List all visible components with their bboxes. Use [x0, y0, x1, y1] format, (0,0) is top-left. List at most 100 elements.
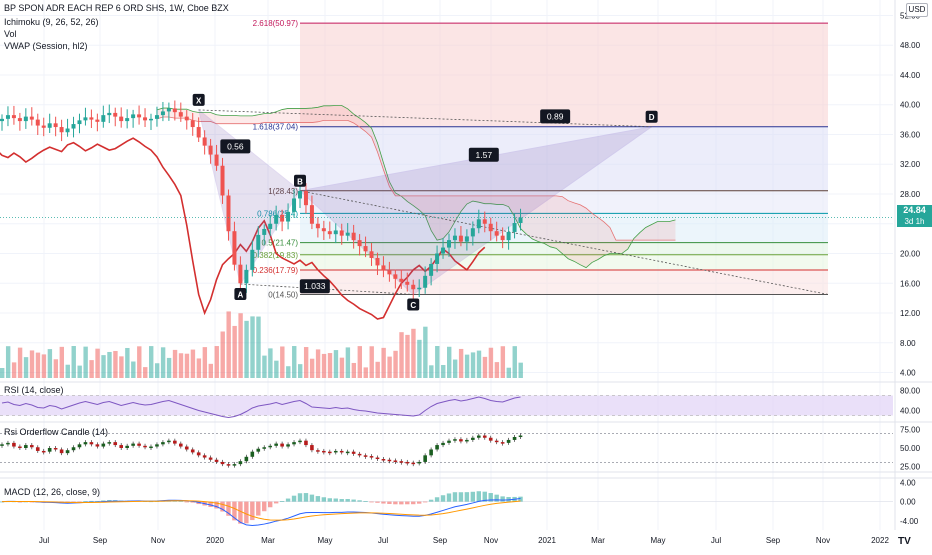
ratio-label: 1.033 [304, 281, 326, 291]
volume-bar [95, 348, 100, 378]
volume-bar [435, 346, 440, 378]
rsi-orderflow-candle [387, 459, 392, 462]
rsi-band [0, 395, 893, 416]
volume-bar [83, 346, 88, 378]
x-tick-label: Mar [261, 536, 275, 545]
candle-body [441, 247, 446, 254]
rsi-orderflow-candle [369, 456, 374, 458]
rsi-orderflow-candle [30, 445, 34, 448]
macd-histogram-bar [279, 501, 285, 502]
volume-bar [59, 346, 64, 378]
candle-body [232, 231, 237, 265]
candles [0, 100, 893, 299]
macd-title[interactable]: MACD (12, 26, close, 9) [4, 487, 101, 497]
candle-body [172, 108, 177, 113]
candle-body [262, 228, 267, 235]
currency-button[interactable]: USD [906, 3, 928, 17]
rsi-orderflow-candle [119, 445, 123, 448]
candle-body [423, 275, 428, 288]
candle-body [303, 191, 308, 206]
macd-histogram-bar [297, 493, 303, 502]
volume-bar [71, 346, 76, 378]
candle-body [71, 124, 76, 129]
candle-body [429, 263, 434, 276]
rsi-orderflow-title[interactable]: Rsi Orderflow Candle (14) [4, 427, 109, 437]
rsi-orderflow-tick-label: 75.00 [900, 426, 921, 435]
rsi-orderflow-candle [280, 443, 284, 447]
macd-histogram-bar [357, 500, 362, 502]
rsi-orderflow-candle [447, 440, 451, 443]
ratio-label: 0.89 [547, 111, 564, 121]
volume-bar [101, 355, 106, 378]
candle-body [29, 116, 34, 120]
rsi-orderflow-candle [59, 449, 64, 454]
candle-body [137, 114, 142, 118]
pattern-xd-dotted [198, 109, 652, 128]
rsi-orderflow-candle [471, 437, 475, 440]
tradingview-logo[interactable]: TV [898, 536, 911, 547]
ichimoku-lagging-span [0, 137, 486, 320]
candle-body [280, 214, 285, 222]
ratio-box [220, 139, 251, 154]
rsi-orderflow-candle [179, 443, 183, 447]
rsi-orderflow-candle [113, 442, 118, 446]
legend-vol[interactable]: Vol [4, 29, 17, 39]
candle-body [53, 123, 58, 128]
volume-bar [309, 358, 315, 378]
volume-bar [488, 347, 494, 378]
rsi-orderflow-candle [95, 444, 100, 447]
fib-zone [300, 126, 828, 191]
rsi-orderflow-candle [512, 437, 517, 440]
macd-tick-label: 4.00 [900, 478, 916, 487]
volume-bar [238, 313, 243, 378]
symbol-title[interactable]: BP SPON ADR EACH REP 6 ORD SHS, 1W, Cboe… [4, 3, 229, 13]
volume-bar [464, 354, 470, 378]
legend-ichimoku[interactable]: Ichimoku (9, 26, 52, 26) [4, 17, 99, 27]
rsi-orderflow-candle [292, 442, 296, 445]
rsi-pane [0, 395, 893, 419]
y-tick-label: 4.00 [900, 369, 916, 378]
rsi-orderflow-candle [465, 439, 469, 442]
volume-bar [500, 346, 506, 378]
candle-body [393, 274, 398, 279]
ratio-label: 1.57 [476, 150, 493, 160]
volume-bar [232, 325, 237, 378]
candle-body [77, 120, 82, 125]
rsi-orderflow-candle [6, 442, 10, 445]
pattern-point-box [407, 298, 420, 311]
candle-body [298, 191, 302, 199]
macd-histogram-bar [339, 499, 344, 502]
rsi-title[interactable]: RSI (14, close) [4, 385, 64, 395]
macd-histogram-bar [351, 499, 356, 502]
rsi-orderflow-candle [0, 444, 4, 446]
macd-histogram-bar [411, 501, 416, 505]
volume-bar [208, 363, 213, 378]
legend-vwap[interactable]: VWAP (Session, hl2) [4, 41, 88, 51]
rsi-orderflow-candle [47, 448, 52, 452]
rsi-orderflow-candle [411, 462, 416, 465]
rsi-orderflow-candle [274, 443, 278, 446]
candle-body [11, 115, 16, 119]
rsi-orderflow-candle [83, 442, 88, 445]
macd-histogram-bar [256, 501, 261, 516]
candle-body [292, 198, 297, 212]
candle-body [363, 246, 368, 252]
volume-bar [143, 367, 148, 378]
volume-bar [131, 361, 136, 378]
volume-bar [417, 339, 422, 378]
rsi-orderflow-tick-label: 25.00 [900, 462, 921, 471]
macd-histogram-bar [315, 496, 321, 502]
macd-histogram-bar [232, 501, 237, 521]
volume-bar [333, 350, 339, 378]
volume-bar [363, 367, 368, 378]
candle-body [274, 214, 279, 224]
rsi-orderflow-candle [161, 442, 165, 445]
candle-body [244, 269, 249, 284]
candle-body [256, 234, 261, 250]
pattern-b-projection [299, 190, 829, 295]
volume-bar [327, 353, 333, 378]
volume-bar [256, 316, 261, 378]
rsi-orderflow-candle [250, 451, 255, 457]
